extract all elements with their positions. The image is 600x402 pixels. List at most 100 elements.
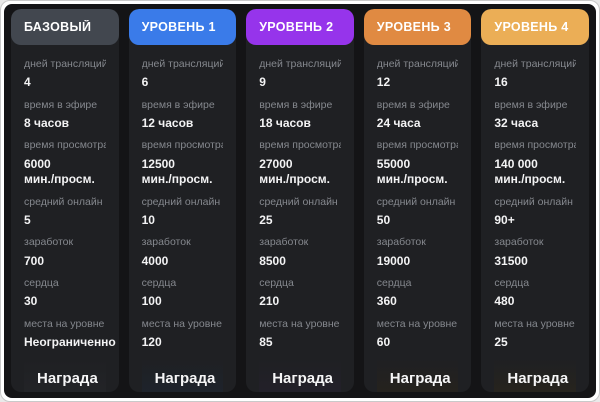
field-label: места на уровне xyxy=(24,317,105,330)
field-label: время просмотра xyxy=(494,139,576,152)
field-label: места на уровне xyxy=(494,317,575,330)
reward-section: Награда 12 слотов смайлов 12 000 ₽ xyxy=(259,358,341,392)
field-value: 60 xyxy=(376,335,391,350)
tier-card-basic: БАЗОВЫЙ дней трансляций 4 время в эфире … xyxy=(11,9,119,392)
field-label: время в эфире xyxy=(141,98,215,111)
field-label: время в эфире xyxy=(24,98,98,111)
field-days: дней трансляций 12 xyxy=(377,58,459,91)
field-value: 6000 мин./просм. xyxy=(24,156,95,187)
field-label: дней трансляций xyxy=(141,58,224,70)
field-value: 480 xyxy=(494,294,515,309)
field-days: дней трансляций 4 xyxy=(24,58,106,91)
field-value: 8 часов xyxy=(24,115,70,130)
tier-body: дней трансляций 6 время в эфире 12 часов… xyxy=(129,45,237,392)
field-value: Неограниченно xyxy=(24,335,116,350)
field-watch-time: время просмотра 27000 мин./просм. xyxy=(259,139,341,187)
field-value: 8500 xyxy=(259,253,286,268)
field-value: 4000 xyxy=(141,253,169,268)
field-value: 55000 мин./просм. xyxy=(376,156,448,187)
field-earnings: заработок 700 xyxy=(24,236,106,269)
field-days: дней трансляций 6 xyxy=(142,58,224,91)
reward-title: Награда xyxy=(37,369,98,387)
field-air-time: время в эфире 12 часов xyxy=(142,99,224,132)
tier-card-level-3: УРОВЕНЬ 3 дней трансляций 12 время в эфи… xyxy=(363,9,472,392)
field-value: 19000 xyxy=(376,253,411,268)
field-label: время просмотра xyxy=(24,139,106,152)
field-value: 12500 мин./просм. xyxy=(141,156,213,187)
field-label: время в эфире xyxy=(259,98,333,111)
field-label: время в эфире xyxy=(494,98,568,111)
field-places: места на уровне 120 xyxy=(142,318,224,351)
tier-body: дней трансляций 4 время в эфире 8 часов … xyxy=(11,45,119,392)
field-label: дней трансляций xyxy=(259,58,341,70)
field-value: 85 xyxy=(259,335,273,350)
field-label: время просмотра xyxy=(141,139,224,152)
tier-card-level-1: УРОВЕНЬ 1 дней трансляций 6 время в эфир… xyxy=(128,9,237,392)
field-label: средний онлайн xyxy=(376,195,456,208)
field-label: сердца xyxy=(494,277,530,290)
field-label: места на уровне xyxy=(376,317,458,330)
field-label: заработок xyxy=(259,236,309,249)
field-value: 50 xyxy=(376,212,391,227)
tier-name: УРОВЕНЬ 4 xyxy=(494,20,569,34)
field-value: 18 часов xyxy=(259,115,311,130)
tier-card-level-2: УРОВЕНЬ 2 дней трансляций 9 время в эфир… xyxy=(246,9,354,392)
field-label: сердца xyxy=(24,277,59,290)
field-value: 25 xyxy=(494,335,508,350)
field-label: заработок xyxy=(141,236,191,249)
field-value: 6 xyxy=(141,75,149,90)
field-value: 27000 мин./просм. xyxy=(259,156,330,187)
field-value: 120 xyxy=(141,335,162,350)
field-earnings: заработок 8500 xyxy=(259,236,341,269)
field-value: 9 xyxy=(259,75,266,90)
field-air-time: время в эфире 8 часов xyxy=(24,99,106,132)
field-days: дней трансляций 9 xyxy=(259,58,341,91)
field-label: места на уровне xyxy=(141,317,222,330)
field-hearts: сердца 30 xyxy=(24,277,106,310)
tier-header-basic: БАЗОВЫЙ xyxy=(11,9,119,45)
tier-name: УРОВЕНЬ 3 xyxy=(376,20,451,34)
field-value: 25 xyxy=(259,212,273,227)
field-places: места на уровне Неограниченно xyxy=(24,317,116,351)
reward-section: Награда 8 слотов смайлов 6000 ₽ xyxy=(141,358,224,392)
field-value: 12 часов xyxy=(141,115,194,130)
field-value: 31500 xyxy=(494,253,528,268)
tier-card-level-4: УРОВЕНЬ 4 дней трансляций 16 время в эфи… xyxy=(481,9,589,392)
field-earnings: заработок 31500 xyxy=(494,236,576,269)
field-label: дней трансляций xyxy=(494,58,576,70)
field-label: дней трансляций xyxy=(376,58,459,70)
field-watch-time: время просмотра 140 000 мин./просм. xyxy=(494,139,576,187)
field-value: 24 часа xyxy=(376,115,421,130)
field-label: сердца xyxy=(376,277,412,290)
tier-name: УРОВЕНЬ 2 xyxy=(259,20,334,34)
field-label: средний онлайн xyxy=(24,195,103,208)
tier-header-level-3: УРОВЕНЬ 3 xyxy=(363,9,472,45)
field-places: места на уровне 85 xyxy=(259,318,341,351)
field-label: сердца xyxy=(259,277,294,290)
field-value: 30 xyxy=(24,294,38,309)
tier-header-level-2: УРОВЕНЬ 2 xyxy=(246,9,354,45)
field-hearts: сердца 210 xyxy=(259,277,341,310)
field-earnings: заработок 4000 xyxy=(142,236,224,269)
tier-comparison-table: БАЗОВЫЙ дней трансляций 4 время в эфире … xyxy=(4,4,596,398)
tier-body: дней трансляций 9 время в эфире 18 часов… xyxy=(246,45,354,392)
reward-section: Награда 20 слотов смайлов 45 000 ₽ xyxy=(494,358,576,392)
field-hearts: сердца 360 xyxy=(377,277,459,310)
tier-name: БАЗОВЫЙ xyxy=(24,20,92,34)
field-avg-online: средний онлайн 10 xyxy=(142,196,224,229)
field-places: места на уровне 60 xyxy=(377,318,459,351)
field-value: 210 xyxy=(259,294,280,309)
field-value: 140 000 мин./просм. xyxy=(494,156,566,187)
field-label: дней трансляций xyxy=(24,58,106,70)
field-avg-online: средний онлайн 5 xyxy=(24,196,106,229)
field-air-time: время в эфире 18 часов xyxy=(259,99,341,132)
field-avg-online: средний онлайн 90+ xyxy=(494,196,576,229)
field-avg-online: средний онлайн 25 xyxy=(259,196,341,229)
tier-body: дней трансляций 12 время в эфире 24 часа… xyxy=(364,45,472,392)
field-label: время в эфире xyxy=(376,98,450,111)
field-label: средний онлайн xyxy=(494,195,573,208)
reward-title: Награда xyxy=(389,369,451,387)
field-avg-online: средний онлайн 50 xyxy=(377,196,459,229)
field-label: время просмотра xyxy=(376,139,459,152)
reward-title: Награда xyxy=(272,369,333,387)
